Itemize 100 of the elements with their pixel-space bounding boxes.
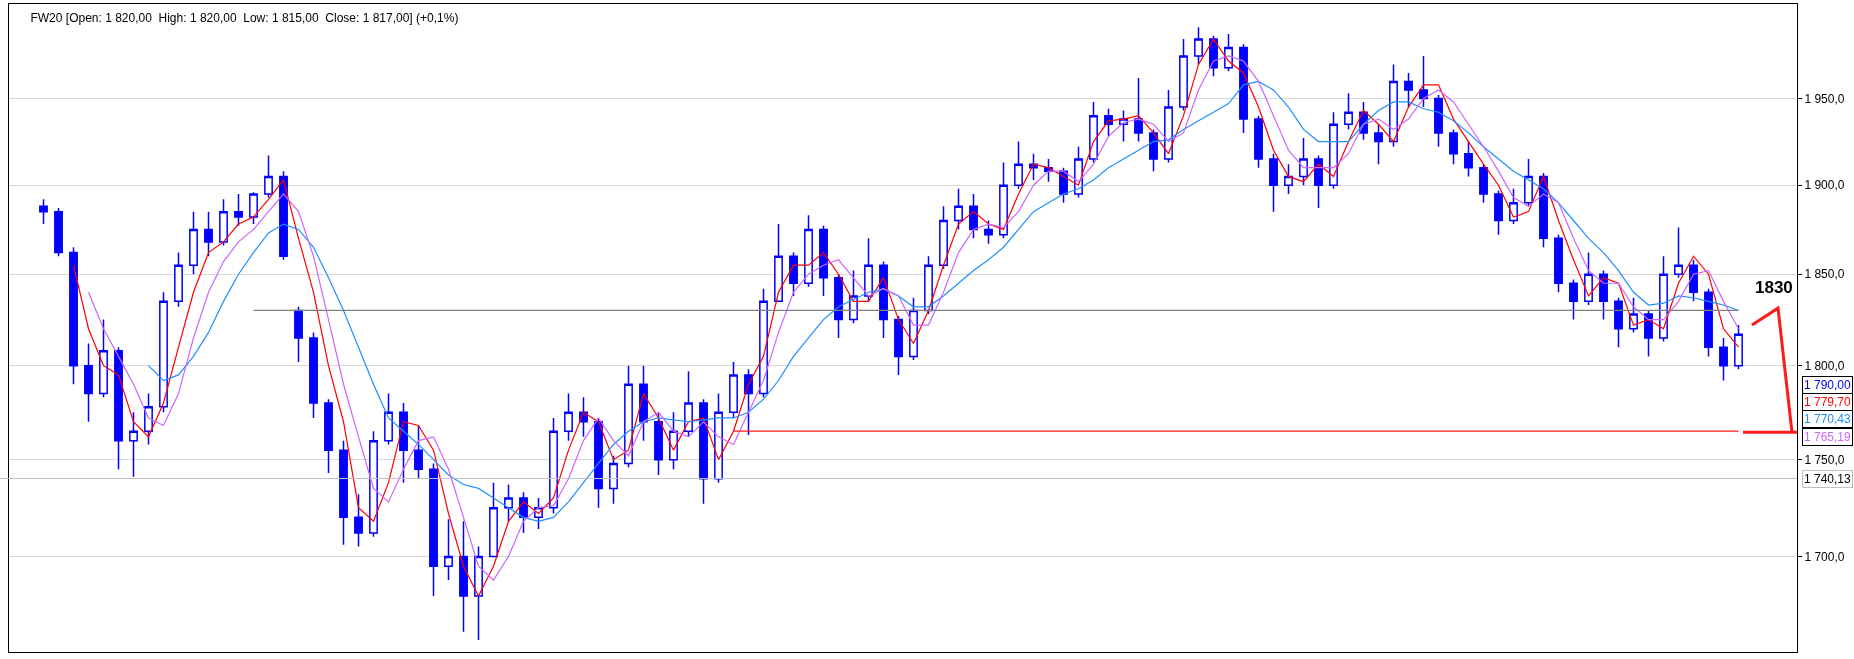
candlestick bbox=[429, 462, 438, 597]
candlestick bbox=[1494, 189, 1503, 236]
candlestick bbox=[1329, 111, 1338, 190]
candlestick bbox=[699, 398, 708, 505]
candlestick bbox=[1449, 128, 1458, 165]
candlestick bbox=[1269, 152, 1278, 213]
candlestick bbox=[99, 318, 108, 399]
candlestick bbox=[714, 392, 723, 484]
candlestick bbox=[969, 193, 978, 240]
candlestick bbox=[249, 191, 258, 225]
candlestick bbox=[1014, 140, 1023, 190]
candlestick bbox=[669, 411, 678, 470]
candlestick bbox=[1674, 226, 1683, 279]
candlestick bbox=[264, 154, 273, 199]
y-tick-label: 1 750,0 bbox=[1804, 452, 1845, 467]
candlestick bbox=[1389, 63, 1398, 148]
text: 1 779,70 bbox=[1804, 395, 1852, 409]
candlestick bbox=[789, 251, 798, 297]
candlestick bbox=[1464, 140, 1473, 178]
y-tick-label: 1 800,0 bbox=[1804, 358, 1845, 373]
candlestick bbox=[984, 219, 993, 245]
candlestick bbox=[999, 161, 1008, 240]
candlestick bbox=[1554, 233, 1563, 294]
candlestick bbox=[729, 361, 738, 419]
candlestick bbox=[294, 306, 303, 363]
candlestick bbox=[864, 237, 873, 303]
candlestick bbox=[1194, 26, 1203, 66]
text: 1 770,43 bbox=[1804, 412, 1852, 426]
candlestick bbox=[444, 518, 453, 581]
candlestick bbox=[1539, 172, 1548, 248]
candlestick bbox=[1704, 287, 1713, 358]
candlestick bbox=[1719, 337, 1728, 382]
candlestick bbox=[1734, 324, 1743, 371]
candlestick bbox=[684, 370, 693, 438]
candlestick bbox=[504, 483, 513, 523]
candlestick bbox=[759, 287, 768, 399]
candlestick bbox=[129, 411, 138, 478]
candlestick bbox=[189, 210, 198, 275]
candlestick bbox=[1374, 123, 1383, 165]
candlestick bbox=[1239, 43, 1248, 134]
y-tick-label: 1 850,0 bbox=[1804, 267, 1845, 282]
candlestick bbox=[114, 346, 123, 470]
candlestick bbox=[819, 225, 828, 297]
candlestick bbox=[1149, 128, 1158, 172]
candlestick bbox=[654, 411, 663, 476]
candlestick bbox=[339, 439, 348, 546]
candlestick bbox=[1434, 94, 1443, 148]
candlestick bbox=[234, 193, 243, 227]
candlestick bbox=[1569, 278, 1578, 321]
y-tick-label: 1 700,0 bbox=[1804, 549, 1845, 564]
candlestick bbox=[219, 198, 228, 247]
candlestick bbox=[1479, 163, 1488, 204]
candlestick bbox=[69, 246, 78, 385]
candlestick bbox=[54, 207, 63, 257]
candlestick bbox=[159, 291, 168, 414]
candlestick bbox=[459, 520, 468, 633]
candlestick bbox=[954, 187, 963, 231]
candlestick bbox=[204, 210, 213, 257]
candlestick bbox=[1314, 154, 1323, 209]
candlestick bbox=[1584, 251, 1593, 306]
candlestick bbox=[1419, 55, 1428, 108]
candlestick bbox=[774, 223, 783, 303]
y-tick-label: 1 950,0 bbox=[1804, 91, 1845, 106]
candlestick bbox=[1599, 269, 1608, 321]
text: 1 790,00 bbox=[1804, 378, 1852, 392]
candlestick bbox=[1179, 38, 1188, 112]
candlestick bbox=[489, 481, 498, 558]
candlestick bbox=[879, 260, 888, 339]
candlestick bbox=[1644, 309, 1653, 358]
candlestick bbox=[1689, 259, 1698, 303]
candlestick bbox=[624, 364, 633, 469]
candlestick bbox=[1404, 72, 1413, 108]
candlestick bbox=[324, 398, 333, 474]
candlestick bbox=[84, 342, 93, 423]
candlestick bbox=[354, 493, 363, 548]
candlestick bbox=[369, 430, 378, 538]
candlestick bbox=[894, 315, 903, 376]
candlestick bbox=[414, 424, 423, 480]
candlestick bbox=[1524, 158, 1533, 208]
candlestick bbox=[594, 417, 603, 509]
candlestick bbox=[609, 455, 618, 505]
candlestick bbox=[309, 331, 318, 419]
candlestick bbox=[1299, 137, 1308, 186]
candlestick bbox=[1089, 101, 1098, 164]
candlestick bbox=[39, 198, 48, 225]
y-tick-label: 1 900,0 bbox=[1804, 178, 1845, 193]
candlestick bbox=[1344, 92, 1353, 131]
candlestick bbox=[1614, 296, 1623, 348]
candlestick bbox=[549, 417, 558, 515]
candlestick bbox=[834, 273, 843, 339]
candlestick bbox=[924, 255, 933, 315]
ref-line-label: 1 740,13 bbox=[1804, 472, 1852, 486]
candlestick bbox=[1164, 89, 1173, 164]
candlestick bbox=[384, 392, 393, 446]
candlestick bbox=[1134, 77, 1143, 143]
candlestick bbox=[279, 170, 288, 261]
candlestick bbox=[939, 205, 948, 270]
candlestick bbox=[1254, 114, 1263, 169]
text: 1 765,19 bbox=[1804, 430, 1852, 444]
text: 1830 bbox=[1755, 278, 1793, 297]
